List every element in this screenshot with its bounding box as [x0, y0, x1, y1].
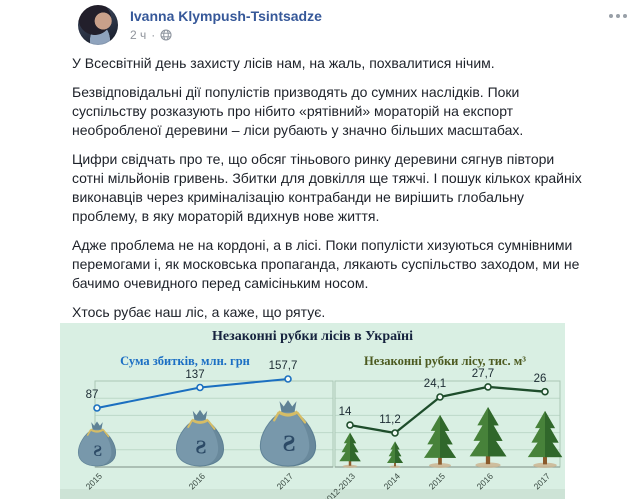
- data-point-marker: [541, 387, 549, 396]
- attached-chart-image[interactable]: Незаконні рубки лісів в Україні Сума зби…: [60, 323, 565, 499]
- value-label: 24,1: [423, 377, 447, 390]
- chart-line: [96, 378, 289, 409]
- post-header: Ivanna Klympush-Tsintsadze 2 ч ·: [60, 0, 640, 52]
- value-label: 14: [338, 406, 352, 419]
- post-paragraph: У Всесвітній день захисту лісів нам, на …: [72, 55, 495, 71]
- value-label: 157,7: [268, 360, 298, 373]
- data-point-marker: [391, 429, 399, 437]
- post-paragraph: Безвідповідальні дії популістів призводя…: [72, 84, 524, 138]
- avatar[interactable]: [78, 5, 118, 45]
- value-label: 87: [85, 389, 99, 402]
- value-label: 26: [533, 372, 547, 385]
- svg-text:S: S: [93, 443, 102, 460]
- pine-tree-icon: [527, 410, 563, 468]
- data-point-marker: [436, 393, 444, 401]
- author-link[interactable]: Ivanna Klympush-Tsintsadze: [130, 8, 322, 24]
- post-card: Ivanna Klympush-Tsintsadze 2 ч · У Всесв…: [60, 0, 640, 499]
- chart-line: [348, 385, 547, 435]
- globe-icon: [160, 29, 172, 41]
- post-text: У Всесвітній день захисту лісів нам, на …: [72, 54, 589, 332]
- value-label: 137: [185, 368, 205, 381]
- post-meta: 2 ч ·: [130, 28, 172, 42]
- timestamp[interactable]: 2 ч: [130, 28, 147, 42]
- data-point-marker: [93, 404, 101, 412]
- post-paragraph: Адже проблема не на кордоні, а в лісі. П…: [72, 237, 580, 291]
- meta-separator: ·: [151, 28, 156, 42]
- chart-title: Незаконні рубки лісів в Україні: [212, 329, 413, 344]
- pine-tree-icon: [339, 432, 361, 468]
- chart-subtitle-logging: Незаконні рубки лісу, тис. м³: [363, 354, 526, 368]
- post-paragraph: Цифри свідчать про те, що обсяг тіньовог…: [72, 151, 582, 224]
- money-bag-icon: S: [175, 409, 225, 467]
- data-point-marker: [284, 375, 292, 383]
- value-label: 11,2: [379, 413, 401, 426]
- post-paragraph: Хтось рубає наш ліс, а каже, що рятує.: [72, 304, 326, 320]
- money-bag-icon: S: [77, 421, 117, 467]
- value-label: 27,7: [471, 367, 495, 380]
- data-point-marker: [484, 383, 492, 391]
- data-point-marker: [196, 383, 204, 392]
- money-bag-icon: S: [259, 400, 317, 467]
- svg-text:S: S: [195, 436, 206, 458]
- ellipsis-icon: [609, 14, 627, 18]
- chart-subtitle-losses: Сума збитків, млн. грн: [120, 354, 250, 368]
- data-point-marker: [346, 421, 354, 429]
- chart-background: [60, 323, 565, 499]
- pine-tree-icon: [423, 414, 457, 468]
- post-menu-button[interactable]: [604, 8, 632, 24]
- pine-tree-icon: [386, 441, 404, 468]
- svg-text:S: S: [283, 431, 296, 457]
- pine-tree-icon: [469, 406, 507, 468]
